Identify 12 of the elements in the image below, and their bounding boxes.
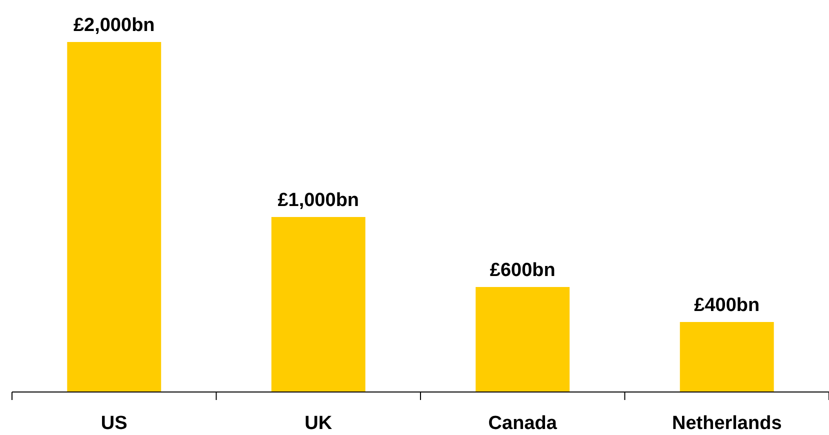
x-tick-label: US (100, 413, 128, 434)
bar (67, 42, 162, 392)
bar (476, 287, 570, 392)
bar (271, 217, 366, 392)
data-label: £400bn (694, 295, 760, 316)
x-tick-label: UK (304, 413, 332, 434)
data-label: £1,000bn (278, 190, 360, 211)
data-label: £600bn (490, 260, 556, 281)
data-label: £2,000bn (73, 15, 155, 36)
bar (680, 322, 774, 392)
x-tick-label: Netherlands (672, 413, 782, 434)
x-tick-label: Canada (488, 413, 558, 434)
